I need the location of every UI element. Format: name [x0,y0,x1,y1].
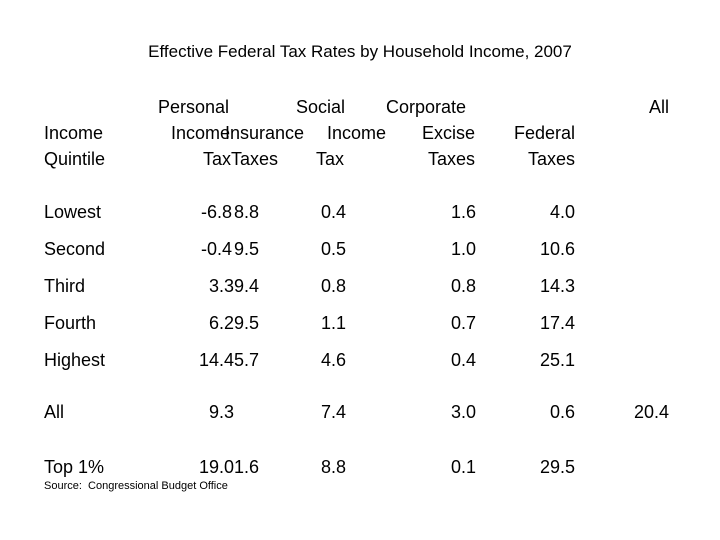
row-all-excise: 0.6 [549,402,575,422]
row-lowest-quintile: Lowest [44,202,102,222]
header-excise-line-1: Excise [421,123,475,143]
row-second-excise: 1.0 [450,239,476,259]
header-quintile-line-2: Quintile [44,149,106,169]
row-third-corporate: 0.8 [321,276,347,296]
row-all-all: 20.4 [633,402,669,422]
header-personal-line-2: Income [171,123,231,143]
row-all-personal: 9.3 [209,402,235,422]
row-lowest-all: 4.0 [549,202,575,222]
header-quintile-line-1: Income [44,123,104,143]
row-top1-all: 29.5 [539,457,575,477]
header-all-line-2: Federal [513,123,575,143]
header-corporate-line-3: Tax [316,149,345,169]
row-lowest-social: 8.8 [234,202,260,222]
header-social-line-1: Social [296,97,346,117]
row-third-personal: 3.3 [209,276,235,296]
row-highest-personal: 14.4 [199,350,235,370]
row-top1-quintile: Top 1% [44,457,105,477]
row-second-social: 9.5 [234,239,260,259]
row-highest-social: 5.7 [234,350,260,370]
row-third-social: 9.4 [234,276,260,296]
header-excise-line-2: Taxes [427,149,475,169]
header-personal-line-3: Tax [203,149,232,169]
header-corporate-line-2: Income [327,123,387,143]
row-all-quintile: All [44,402,65,422]
row-lowest-corporate: 0.4 [321,202,347,222]
row-second-all: 10.6 [539,239,575,259]
row-second-quintile: Second [44,239,106,259]
row-top1-corporate: 8.8 [321,457,347,477]
row-second-personal: -0.4 [201,239,233,259]
row-all-social: 7.4 [321,402,347,422]
row-fourth-social: 9.5 [234,313,260,333]
table-title: Effective Federal Tax Rates by Household… [148,42,572,61]
row-top1-social: 1.6 [234,457,260,477]
header-all-line-1: All [648,97,669,117]
row-fourth-personal: 6.2 [209,313,235,333]
row-top1-personal: 19.0 [199,457,235,477]
row-all-corporate: 3.0 [450,402,476,422]
source-note: Source: Congressional Budget Office [44,480,228,492]
header-social-line-2: Insurance [225,123,305,143]
row-second-corporate: 0.5 [321,239,347,259]
row-highest-corporate: 4.6 [321,350,347,370]
header-all-line-3: Taxes [527,149,575,169]
row-third-quintile: Third [44,276,86,296]
row-fourth-quintile: Fourth [44,313,97,333]
row-lowest-personal: -6.8 [201,202,233,222]
row-fourth-all: 17.4 [539,313,575,333]
row-fourth-excise: 0.7 [450,313,476,333]
row-third-all: 14.3 [539,276,575,296]
row-highest-all: 25.1 [539,350,575,370]
row-highest-quintile: Highest [44,350,106,370]
header-social-line-3: Taxes [231,149,279,169]
row-fourth-corporate: 1.1 [321,313,347,333]
header-personal-line-1: Personal [158,97,230,117]
row-third-excise: 0.8 [450,276,476,296]
header-corporate-line-1: Corporate [386,97,467,117]
row-top1-excise: 0.1 [450,457,476,477]
row-lowest-excise: 1.6 [450,202,476,222]
row-highest-excise: 0.4 [450,350,476,370]
